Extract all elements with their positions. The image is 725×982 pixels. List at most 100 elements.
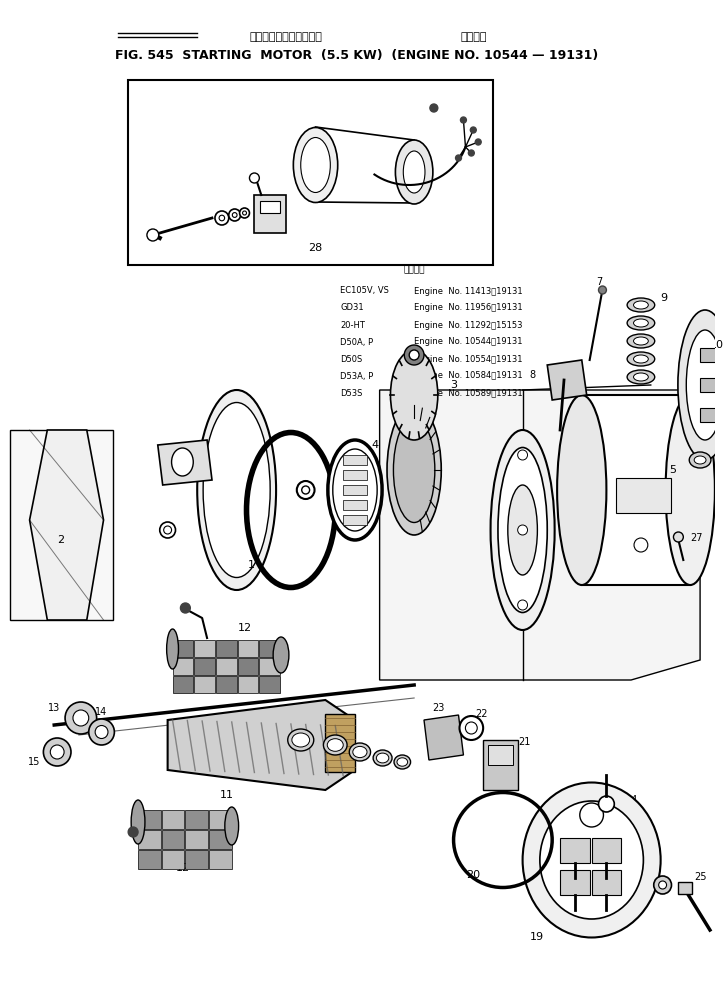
Ellipse shape (95, 726, 108, 738)
Bar (343, 500, 367, 510)
Bar (592, 838, 621, 863)
Polygon shape (581, 395, 690, 585)
Text: 25: 25 (694, 872, 706, 882)
Ellipse shape (394, 755, 410, 769)
Bar (138, 850, 161, 869)
Ellipse shape (288, 729, 314, 751)
Bar (260, 676, 280, 693)
Bar (260, 658, 280, 675)
Text: 27: 27 (690, 533, 703, 543)
Text: 7: 7 (597, 277, 602, 287)
Ellipse shape (627, 370, 655, 384)
Circle shape (465, 722, 477, 734)
Polygon shape (424, 715, 463, 760)
Ellipse shape (627, 298, 655, 312)
Ellipse shape (689, 452, 711, 468)
Ellipse shape (627, 352, 655, 366)
Text: 17: 17 (318, 718, 330, 728)
Circle shape (409, 350, 419, 360)
Ellipse shape (634, 355, 648, 363)
Ellipse shape (387, 405, 442, 535)
Text: 22: 22 (475, 709, 487, 719)
Ellipse shape (44, 738, 71, 766)
Ellipse shape (353, 746, 367, 757)
Bar (194, 658, 215, 675)
Circle shape (674, 532, 684, 542)
Text: 13: 13 (48, 703, 60, 713)
Text: 20: 20 (466, 870, 481, 880)
Bar (343, 470, 367, 480)
Ellipse shape (403, 151, 425, 193)
Circle shape (302, 486, 310, 494)
Circle shape (239, 208, 249, 218)
Bar (209, 830, 232, 849)
Text: 適用号機: 適用号機 (460, 32, 486, 42)
Bar (128, 80, 493, 265)
Ellipse shape (507, 485, 537, 575)
Ellipse shape (203, 403, 270, 577)
Text: 8: 8 (529, 370, 536, 380)
Text: EC105V, VS: EC105V, VS (340, 287, 389, 296)
Text: D53A, P: D53A, P (340, 371, 373, 380)
Circle shape (243, 211, 247, 215)
Bar (616, 478, 671, 513)
Circle shape (518, 525, 528, 535)
Ellipse shape (327, 738, 343, 751)
Circle shape (460, 117, 466, 123)
Bar (343, 515, 367, 525)
Circle shape (659, 881, 666, 889)
Bar (592, 870, 621, 895)
Ellipse shape (273, 637, 289, 673)
Text: Engine  No. 11292～15153: Engine No. 11292～15153 (414, 320, 523, 330)
Bar (700, 408, 718, 422)
Text: D53S: D53S (340, 389, 362, 398)
Bar (700, 378, 718, 392)
Circle shape (160, 522, 175, 538)
Ellipse shape (394, 417, 435, 522)
Ellipse shape (397, 758, 407, 766)
Polygon shape (10, 430, 113, 620)
Text: Engine  No. 10584～19131: Engine No. 10584～19131 (414, 371, 523, 380)
Text: 20-HT: 20-HT (340, 320, 365, 330)
Circle shape (634, 538, 648, 552)
Bar (254, 195, 286, 233)
Ellipse shape (678, 310, 725, 460)
Text: 12: 12 (238, 623, 252, 633)
Bar (173, 658, 194, 675)
Text: 19: 19 (530, 932, 544, 942)
Bar (194, 640, 215, 657)
Ellipse shape (391, 350, 438, 440)
Circle shape (229, 209, 241, 221)
Ellipse shape (666, 395, 715, 585)
Ellipse shape (634, 319, 648, 327)
Circle shape (460, 716, 483, 740)
Text: 適用号機: 適用号機 (403, 265, 425, 275)
Bar (186, 830, 208, 849)
Text: FIG. 545  STARTING  MOTOR  (5.5 KW)  (ENGINE NO. 10544 — 19131): FIG. 545 STARTING MOTOR (5.5 KW) (ENGINE… (115, 48, 599, 62)
Bar (238, 658, 258, 675)
Text: 23: 23 (433, 703, 445, 713)
Circle shape (249, 173, 260, 183)
Text: 3: 3 (450, 380, 457, 390)
Circle shape (215, 211, 229, 225)
Bar (560, 838, 589, 863)
Text: 24: 24 (625, 795, 637, 805)
Text: 9: 9 (660, 293, 667, 303)
Bar (483, 740, 518, 790)
Ellipse shape (634, 337, 648, 345)
Circle shape (455, 155, 462, 161)
Ellipse shape (294, 128, 338, 202)
Ellipse shape (627, 316, 655, 330)
Bar (488, 745, 513, 765)
Text: 14: 14 (96, 707, 108, 717)
Bar (173, 676, 194, 693)
Ellipse shape (376, 753, 389, 763)
Polygon shape (30, 430, 104, 620)
Text: 15: 15 (28, 757, 41, 767)
Circle shape (580, 803, 603, 827)
Text: D50A, P: D50A, P (340, 338, 373, 347)
Polygon shape (167, 700, 355, 790)
Ellipse shape (634, 373, 648, 381)
Bar (260, 201, 280, 213)
Ellipse shape (328, 440, 382, 540)
